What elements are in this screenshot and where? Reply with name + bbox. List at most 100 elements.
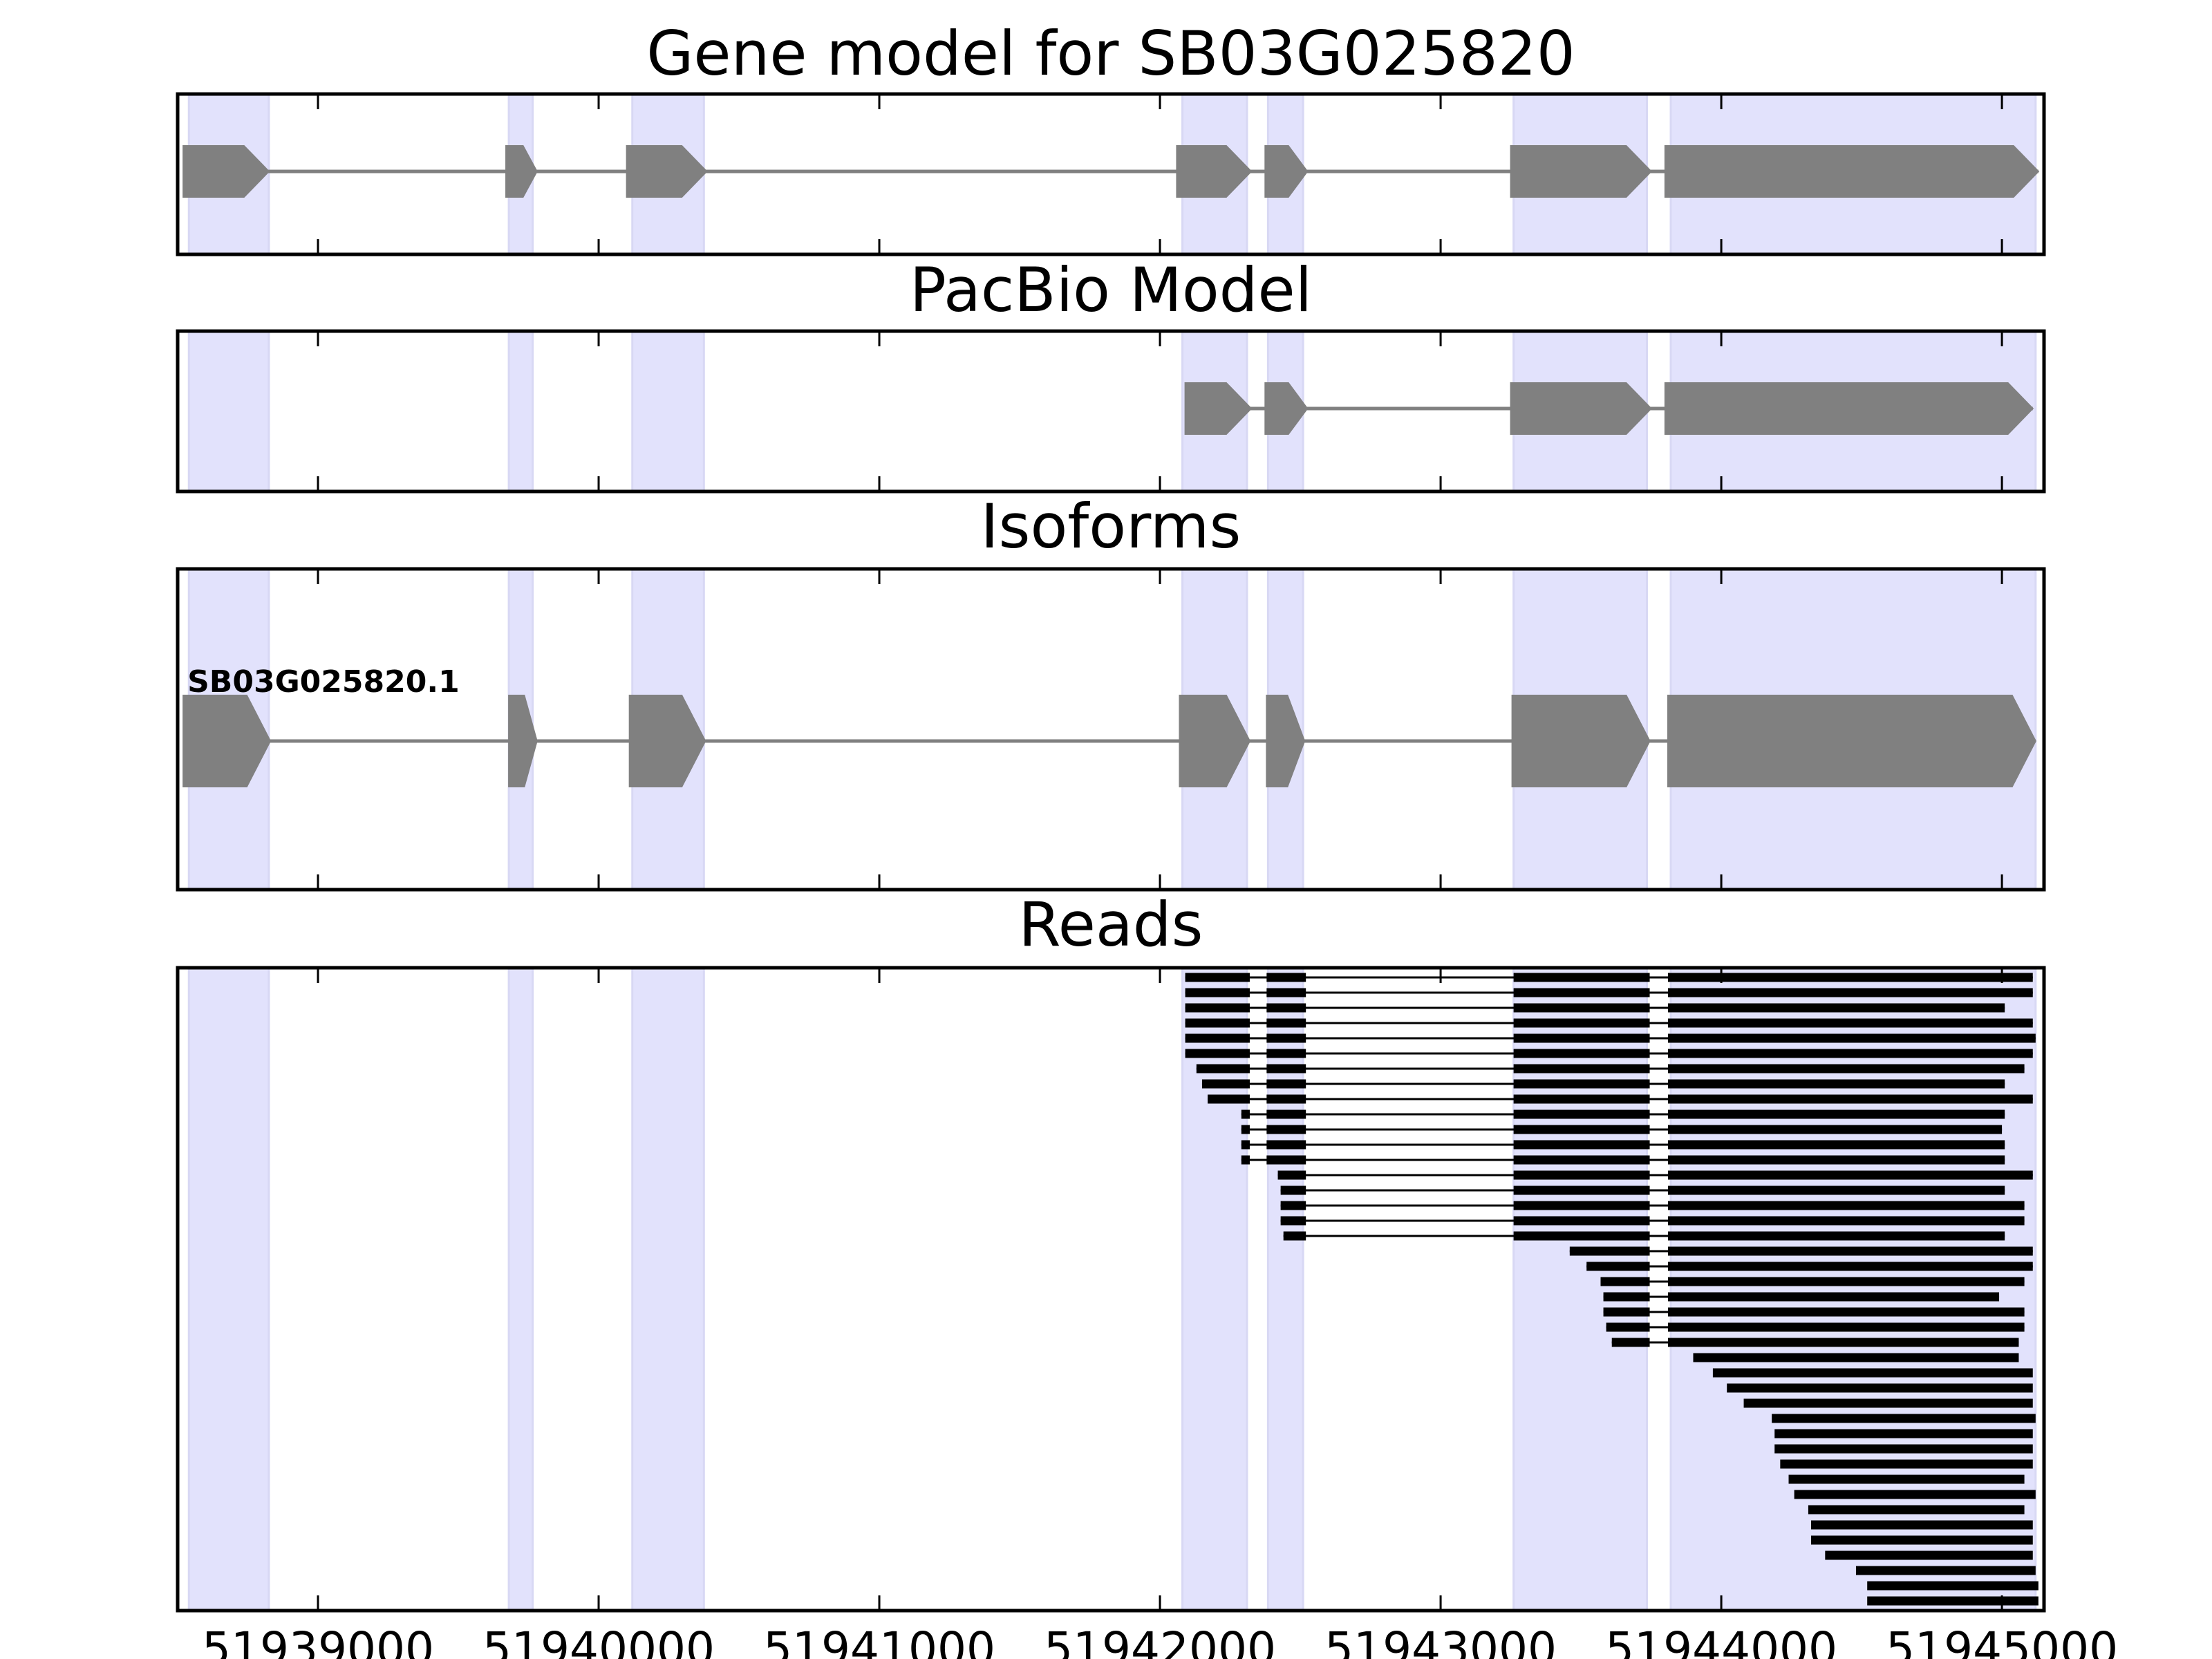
read-block — [1266, 1018, 1306, 1028]
exon-block — [626, 145, 708, 198]
highlight-band — [187, 966, 270, 1612]
exon-block — [1184, 382, 1253, 435]
read-block — [1266, 1033, 1306, 1043]
read-block — [1667, 1262, 2033, 1271]
x-tick-label: 51942000 — [1044, 1622, 1276, 1659]
read-block — [1811, 1520, 2033, 1530]
read-alignment — [1712, 1368, 2033, 1378]
read-alignment — [1794, 1490, 2036, 1499]
read-block — [1667, 1109, 2005, 1119]
read-block — [1667, 1170, 2033, 1180]
read-alignment — [1743, 1398, 2033, 1408]
read-alignment — [1780, 1459, 2033, 1469]
read-block — [1266, 973, 1306, 982]
read-block — [1667, 1155, 2005, 1165]
read-alignment — [1185, 1003, 2005, 1013]
read-alignment — [1855, 1566, 2036, 1575]
read-block — [1867, 1596, 2038, 1606]
read-block — [1277, 1170, 1306, 1180]
read-block — [1667, 1018, 2033, 1028]
read-alignment — [1283, 1231, 2005, 1241]
panel-frame — [176, 567, 2046, 892]
read-block — [1667, 1292, 2000, 1302]
read-block — [1513, 1216, 1650, 1226]
read-block — [1266, 1109, 1306, 1119]
read-block — [1513, 1018, 1650, 1028]
read-block — [1513, 1033, 1650, 1043]
read-block — [1667, 1277, 2025, 1286]
read-block — [1513, 1170, 1650, 1180]
read-block — [1600, 1277, 1650, 1286]
read-block — [1280, 1216, 1306, 1226]
exon-block — [628, 695, 706, 787]
read-block — [1283, 1231, 1306, 1241]
read-block — [1280, 1201, 1306, 1210]
read-block — [1185, 973, 1250, 982]
x-tick-label: 51941000 — [763, 1622, 995, 1659]
read-block — [1667, 988, 2033, 997]
read-alignment — [1196, 1064, 2025, 1074]
read-block — [1185, 988, 1250, 997]
isoforms-panel: SB03G025820.1 Isoforms — [176, 491, 2046, 892]
read-block — [1788, 1474, 2025, 1484]
read-alignment — [1185, 1049, 2033, 1058]
read-block — [1185, 1018, 1250, 1028]
read-alignment — [1808, 1505, 2025, 1515]
read-block — [1266, 1064, 1306, 1074]
exon-block — [1510, 382, 1652, 435]
read-block — [1513, 1064, 1650, 1074]
read-block — [1185, 1033, 1250, 1043]
read-alignment — [1569, 1246, 2033, 1256]
exon-block — [1510, 145, 1652, 198]
read-block — [1513, 1049, 1650, 1058]
panel-title: Reads — [1019, 889, 1203, 960]
read-block — [1667, 1246, 2033, 1256]
read-block — [1185, 1003, 1250, 1013]
read-block — [1208, 1094, 1250, 1104]
exon-block — [1264, 145, 1309, 198]
read-alignment — [1241, 1109, 2005, 1119]
x-tick-label: 51940000 — [482, 1622, 715, 1659]
panel-title: Isoforms — [981, 491, 1241, 562]
gene-model-panel: Gene model for SB03G025820 — [176, 18, 2046, 256]
read-block — [1241, 1140, 1250, 1150]
read-block — [1667, 1307, 2025, 1317]
highlight-band — [631, 330, 705, 493]
highlight-band — [507, 966, 534, 1612]
read-block — [1667, 1338, 2019, 1347]
read-block — [1774, 1444, 2033, 1454]
read-block — [1811, 1535, 2033, 1545]
x-tick-label: 51939000 — [202, 1622, 434, 1659]
read-block — [1513, 1003, 1650, 1013]
read-block — [1855, 1566, 2036, 1575]
pacbio-model-panel: PacBio Model — [176, 254, 2046, 494]
highlight-band — [1512, 966, 1648, 1612]
read-alignment — [1867, 1596, 2038, 1606]
read-block — [1196, 1064, 1250, 1074]
read-alignment — [1586, 1262, 2033, 1271]
read-block — [1266, 1155, 1306, 1165]
read-block — [1513, 973, 1650, 982]
read-block — [1727, 1383, 2033, 1393]
read-block — [1185, 1049, 1250, 1058]
reads-panel: 51939000 51940000 51941000 51942000 51943000… — [176, 889, 2118, 1659]
read-block — [1513, 1094, 1650, 1104]
read-block — [1772, 1414, 2036, 1423]
read-block — [1867, 1581, 2038, 1591]
read-alignment — [1788, 1474, 2025, 1484]
read-block — [1266, 1140, 1306, 1150]
read-block — [1280, 1185, 1306, 1195]
exon-block — [1664, 382, 2034, 435]
exon-block — [1664, 145, 2040, 198]
read-block — [1513, 1125, 1650, 1134]
read-block — [1611, 1338, 1650, 1347]
read-block — [1241, 1125, 1250, 1134]
read-alignment — [1241, 1155, 2005, 1165]
panel-frame — [176, 92, 2046, 256]
exon-block — [1266, 695, 1306, 787]
read-alignment — [1772, 1414, 2036, 1423]
read-block — [1513, 1079, 1650, 1089]
read-block — [1513, 1231, 1650, 1241]
read-block — [1712, 1368, 2033, 1378]
exon-block — [1264, 382, 1309, 435]
